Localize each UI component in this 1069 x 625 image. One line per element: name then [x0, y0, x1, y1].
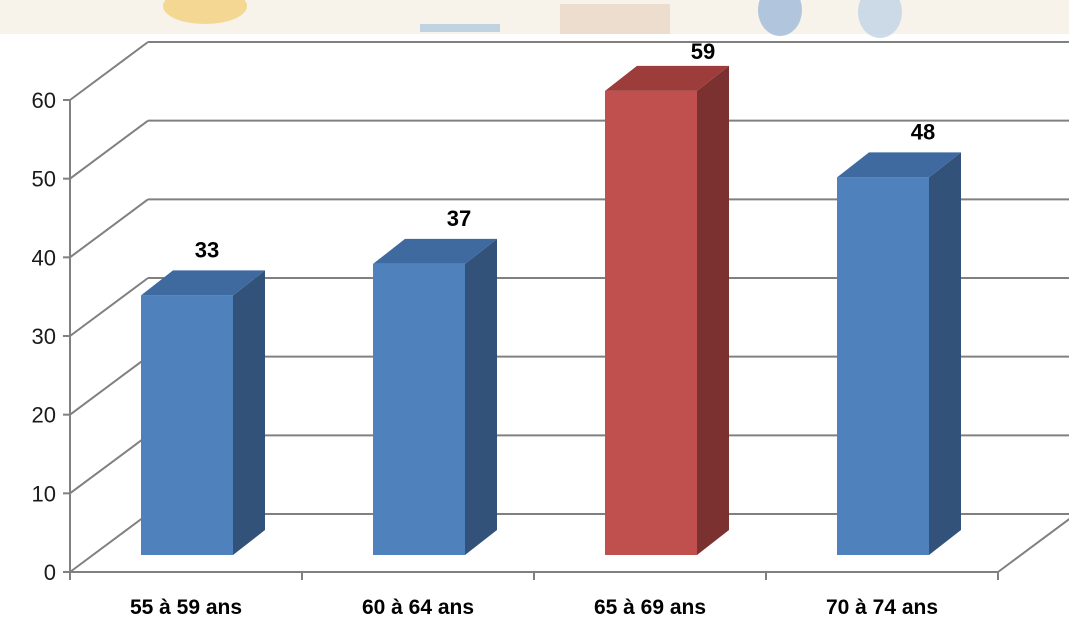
gridline-diagonal [69, 198, 149, 259]
bar-front [605, 90, 697, 555]
gridline-diagonal [69, 277, 149, 337]
bar [141, 270, 265, 555]
banner-figure-shape [758, 0, 802, 36]
y-tick-label: 50 [32, 167, 56, 192]
gridline-diagonal [69, 434, 149, 495]
x-tick-label: 60 à 64 ans [362, 596, 474, 619]
y-tick-label: 0 [44, 560, 56, 585]
bar-top [605, 65, 729, 91]
data-labels: 33 37 59 48 [195, 39, 935, 263]
banner-decoration [560, 4, 670, 34]
bar-side [697, 65, 729, 555]
banner-decoration [420, 24, 500, 32]
data-label: 33 [195, 237, 219, 262]
bar-front [141, 295, 233, 555]
bar [605, 65, 729, 555]
header-banner [0, 0, 1069, 34]
gridline-diagonal [69, 41, 149, 101]
bar-side [465, 238, 497, 555]
bar-side [233, 270, 265, 555]
y-tick-label: 20 [32, 403, 56, 428]
bar-top [373, 238, 497, 264]
bar-front [837, 177, 929, 555]
y-tick-label: 30 [32, 324, 56, 349]
gridline-diagonal [69, 513, 149, 573]
x-tick-label: 65 à 69 ans [594, 596, 706, 619]
banner-sun-shape [163, 0, 247, 24]
gridline-diagonal [69, 355, 149, 416]
floor-edge [997, 517, 1069, 573]
axes: 0 10 20 30 40 50 60 55 à 59 ans 60 à 64 ans 65 à … [32, 88, 999, 619]
bar-side [929, 152, 961, 555]
gridline-diagonal [69, 119, 149, 180]
data-label: 37 [447, 206, 471, 231]
y-tick-label: 60 [32, 88, 56, 113]
y-tick-label: 40 [32, 245, 56, 270]
bar [373, 238, 497, 555]
bars [141, 65, 961, 555]
banner-figure-shape [858, 0, 902, 38]
chart-background [0, 0, 1069, 38]
bar [837, 152, 961, 555]
y-tick-label: 10 [32, 481, 56, 506]
x-tick-label: 55 à 59 ans [130, 596, 242, 619]
data-label: 48 [911, 119, 935, 144]
x-tick-label: 70 à 74 ans [826, 596, 938, 619]
data-label: 59 [691, 39, 715, 64]
bar-front [373, 263, 465, 555]
bar-top [141, 270, 265, 296]
bar-top [837, 152, 961, 178]
